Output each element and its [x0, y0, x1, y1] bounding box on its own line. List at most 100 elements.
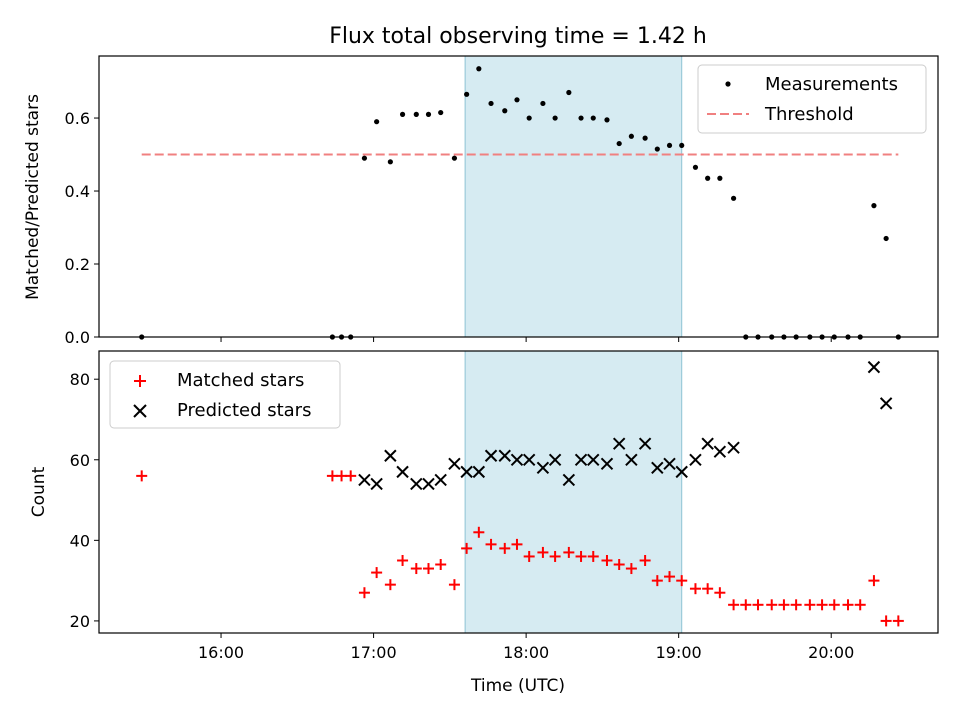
measurement-point	[883, 235, 889, 242]
measurement-point	[616, 140, 622, 147]
top-panel: 0.0 0.2 0.4 0.6 Matched/Predicted stars Mea…	[23, 55, 939, 347]
matched-star-point	[448, 579, 460, 591]
matched-star-point	[397, 554, 409, 566]
measurement-point	[654, 146, 660, 152]
x-stroke	[536, 461, 550, 475]
measurement-point	[679, 142, 685, 149]
measurement-point	[566, 89, 572, 96]
matched-star-point	[537, 546, 549, 558]
matched-star-point	[854, 599, 866, 611]
measurement-point	[526, 115, 532, 121]
measurement-point	[552, 115, 558, 121]
x-stroke	[587, 453, 600, 466]
x-stroke	[562, 473, 576, 487]
x-stroke	[663, 457, 676, 471]
predicted-star-point	[448, 457, 461, 471]
matched-star-point	[752, 599, 764, 611]
predicted-star-point	[472, 465, 486, 479]
matched-star-point	[601, 554, 613, 566]
measurement-point	[425, 111, 432, 117]
x-tick-label: 16:00	[198, 643, 244, 662]
top-legend-box	[697, 64, 927, 134]
predicted-star-point	[396, 465, 409, 479]
measurement-point	[502, 108, 508, 114]
predicted-star-point	[663, 457, 676, 471]
predicted-star-point	[600, 457, 614, 471]
x-stroke	[448, 457, 461, 471]
predicted-star-point	[638, 437, 652, 450]
predicted-star-point	[701, 437, 714, 450]
x-stroke	[689, 453, 702, 466]
predicted-star-point	[536, 461, 550, 475]
matched-star-point	[790, 599, 802, 611]
x-stroke	[713, 445, 727, 458]
matched-star-point	[613, 559, 625, 571]
measurement-point	[464, 91, 470, 97]
matched-star-point	[384, 579, 396, 591]
predicted-star-point	[384, 449, 397, 462]
predicted-star-point	[625, 453, 638, 466]
matched-star-point	[371, 567, 383, 579]
predicted-star-point	[587, 453, 600, 466]
x-stroke	[600, 457, 614, 471]
measurement-point	[871, 203, 877, 209]
x-stroke	[612, 437, 626, 450]
matched-star-point	[804, 599, 816, 611]
matched-star-point	[523, 550, 535, 562]
measurement-point	[705, 175, 711, 181]
matched-star-point	[702, 583, 714, 595]
x-stroke	[548, 453, 562, 466]
matched-star-point	[892, 615, 904, 627]
legend-label-matched-stars: Matched stars	[177, 370, 304, 391]
legend-label-predicted-stars: Predicted stars	[177, 400, 311, 421]
matched-star-point	[740, 599, 752, 611]
y-tick-label: 0.2	[65, 255, 90, 274]
bottom-axes-frame	[98, 350, 939, 634]
matched-star-point	[639, 554, 651, 566]
x-stroke	[358, 473, 371, 487]
matched-star-point	[435, 559, 447, 571]
measurement-point	[666, 142, 673, 149]
matched-star-point	[422, 563, 434, 575]
measurement-point	[642, 135, 648, 141]
chart-title: Flux total observing time = 1.42 h	[329, 24, 707, 49]
x-stroke	[522, 453, 536, 466]
x-stroke	[498, 449, 511, 462]
bottom-axis-ticks: 16:00 17:00 18:00 19:00 20:00 20 40 60 80	[70, 370, 855, 662]
measurement-point	[604, 117, 610, 123]
bottom-legend: Matched stars Predicted stars	[109, 360, 341, 429]
measurement-point	[628, 133, 634, 139]
predicted-star-point	[867, 360, 881, 374]
y-tick-label: 0.6	[65, 109, 90, 128]
matched-star-point	[676, 575, 688, 587]
measurement-point	[590, 115, 596, 121]
x-stroke	[410, 477, 423, 491]
measurement-point	[399, 111, 406, 117]
matched-star-point	[778, 599, 790, 611]
matched-star-point	[563, 546, 575, 558]
predicted-star-point	[410, 477, 423, 491]
predicted-star-point	[358, 473, 371, 487]
matched-star-point	[358, 587, 370, 599]
matched-star-point	[575, 550, 587, 562]
predicted-star-point	[689, 453, 702, 466]
legend-label-measurements: Measurements	[765, 74, 898, 95]
x-stroke	[422, 477, 435, 491]
measurement-point	[451, 155, 458, 161]
top-axes-frame	[98, 55, 939, 338]
x-stroke	[384, 449, 397, 462]
x-axis-label: Time (UTC)	[470, 676, 565, 696]
matched-star-point	[499, 542, 511, 554]
bottom-shaded-region	[465, 351, 682, 633]
y-tick-label: 40	[70, 531, 90, 550]
y-tick-label: 80	[70, 370, 90, 389]
matched-star-point	[651, 575, 663, 587]
y-tick-label: 60	[70, 451, 90, 470]
y-tick-label: 0.4	[65, 182, 90, 201]
x-stroke	[434, 473, 447, 487]
bottom-plot-marks	[136, 360, 904, 627]
x-stroke	[867, 360, 881, 374]
predicted-star-point	[484, 449, 498, 462]
matched-star-point	[410, 563, 422, 575]
x-stroke	[370, 477, 383, 491]
